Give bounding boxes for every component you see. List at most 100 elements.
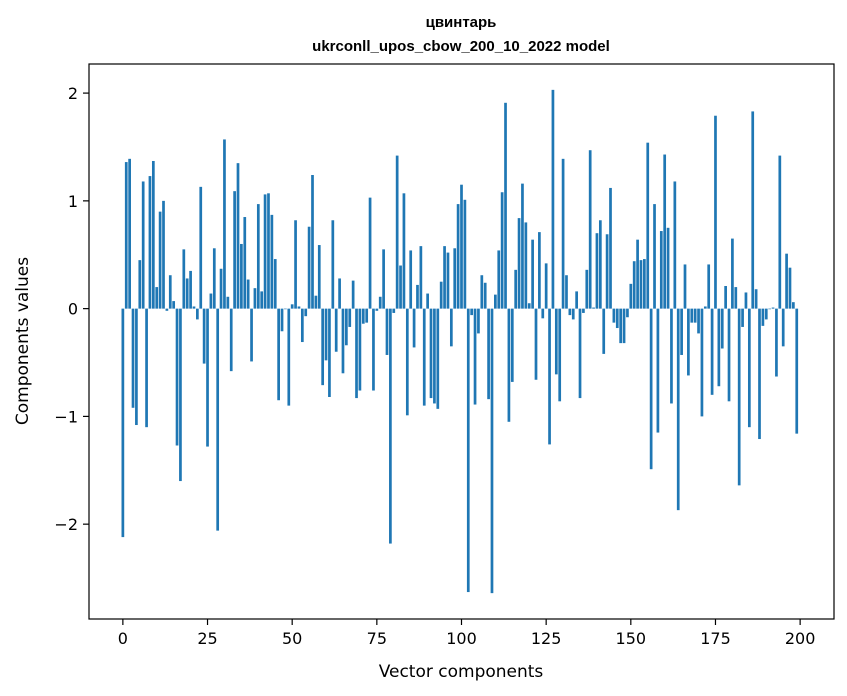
bar-40: [256, 204, 260, 309]
bar-93: [436, 308, 440, 409]
bar-85: [409, 250, 413, 309]
bar-71: [361, 308, 365, 324]
bar-155: [646, 142, 650, 309]
bar-193: [775, 308, 778, 377]
bar-156: [649, 308, 653, 470]
bar-105: [477, 308, 480, 334]
y-tick-label-4: 2: [68, 84, 78, 103]
bar-49: [287, 308, 291, 406]
bar-0: [121, 308, 125, 538]
bar-177: [720, 308, 724, 349]
bar-41: [260, 291, 264, 309]
bar-72: [365, 308, 369, 323]
bar-181: [734, 287, 738, 309]
bar-180: [731, 238, 734, 309]
bar-166: [683, 264, 687, 309]
bar-59: [321, 308, 325, 386]
bar-77: [382, 249, 385, 309]
bar-36: [243, 217, 247, 309]
bar-28: [216, 308, 220, 531]
bar-96: [446, 252, 450, 309]
bar-13: [165, 308, 169, 311]
bar-145: [612, 308, 616, 323]
bar-126: [548, 308, 551, 445]
bar-54: [304, 308, 308, 317]
bar-66: [345, 308, 348, 346]
bar-10: [155, 287, 159, 309]
bar-195: [781, 308, 785, 347]
bar-1: [124, 162, 128, 309]
bar-30: [223, 139, 226, 309]
bar-143: [605, 234, 609, 309]
bar-106: [480, 275, 484, 309]
bar-74: [372, 308, 375, 391]
bar-9: [151, 160, 155, 309]
bar-135: [578, 308, 582, 399]
bar-115: [510, 308, 514, 382]
bar-190: [764, 308, 768, 320]
bar-175: [714, 115, 717, 309]
bar-51: [294, 220, 297, 309]
bar-173: [707, 264, 711, 309]
bar-154: [643, 259, 646, 309]
bar-62: [331, 220, 335, 309]
bar-64: [338, 278, 341, 309]
bar-97: [449, 308, 453, 347]
bar-56: [311, 175, 314, 309]
bar-137: [585, 269, 589, 309]
bar-142: [602, 308, 606, 354]
x-tick-label-3: 75: [367, 629, 387, 648]
bar-31: [226, 296, 230, 309]
x-tick-label-5: 125: [531, 629, 562, 648]
bar-168: [690, 308, 694, 323]
bar-141: [598, 220, 602, 309]
bar-98: [453, 248, 457, 309]
bar-70: [358, 308, 362, 391]
bar-15: [172, 301, 176, 309]
bar-35: [240, 243, 243, 309]
bar-20: [189, 270, 192, 309]
bar-114: [507, 308, 511, 422]
bar-26: [209, 293, 213, 309]
bar-61: [328, 308, 331, 397]
bar-27: [212, 248, 216, 309]
bar-76: [378, 296, 382, 309]
x-tick-label-2: 50: [282, 629, 302, 648]
bar-34: [236, 163, 240, 309]
bar-165: [680, 308, 683, 355]
bar-130: [561, 158, 565, 309]
bar-58: [317, 245, 321, 309]
bar-3: [131, 308, 135, 408]
y-axis-ticks: −2 −1 0 1 2: [54, 84, 89, 534]
bar-39: [253, 288, 257, 309]
bar-124: [541, 308, 545, 319]
bar-133: [571, 308, 575, 320]
bar-112: [500, 192, 504, 309]
bar-86: [412, 308, 416, 348]
bar-188: [758, 308, 761, 440]
bar-167: [687, 308, 690, 376]
bar-55: [307, 226, 311, 309]
bar-184: [744, 292, 748, 309]
bar-134: [575, 291, 578, 309]
bar-174: [710, 308, 714, 395]
bar-183: [741, 308, 744, 327]
y-tick-label-3: 1: [68, 192, 78, 211]
x-tick-label-8: 200: [785, 629, 816, 648]
bar-29: [219, 268, 223, 309]
bar-14: [168, 275, 172, 309]
bar-127: [551, 89, 555, 309]
x-tick-label-0: 0: [118, 629, 128, 648]
bar-19: [185, 278, 189, 309]
bar-132: [568, 308, 572, 316]
bar-176: [717, 308, 721, 387]
bar-48: [284, 308, 287, 310]
bar-46: [277, 308, 280, 401]
bar-84: [405, 308, 409, 416]
bar-170: [697, 308, 700, 334]
bar-197: [788, 267, 792, 309]
bar-69: [355, 308, 358, 399]
bar-148: [622, 308, 626, 344]
bar-187: [754, 289, 758, 309]
x-tick-label-7: 175: [700, 629, 731, 648]
